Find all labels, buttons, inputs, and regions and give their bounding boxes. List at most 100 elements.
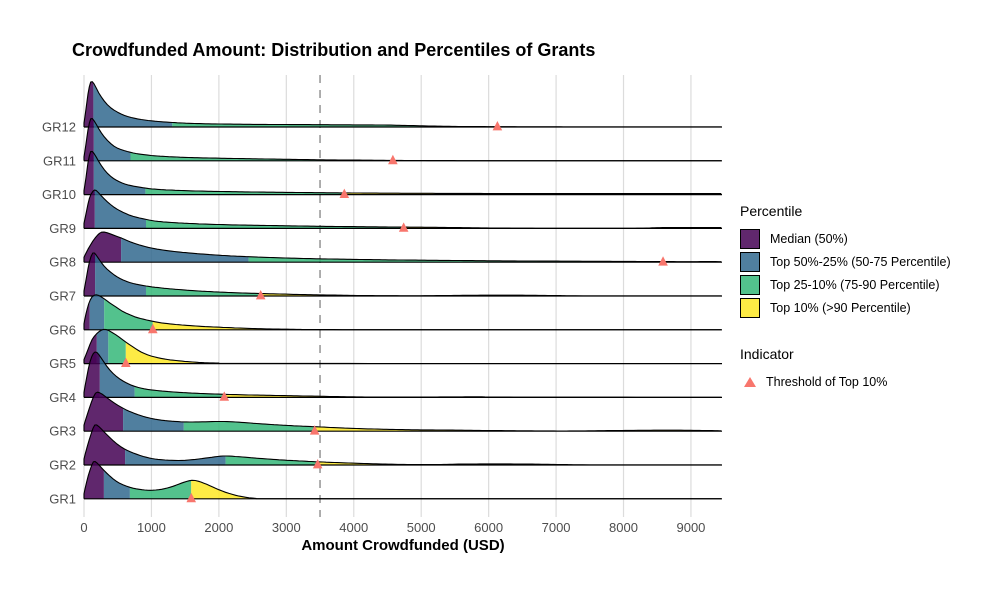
p50-75-swatch-icon [740, 252, 760, 272]
x-tick-label-3000: 3000 [272, 520, 301, 535]
y-axis-label-GR7: GR7 [49, 289, 76, 304]
ridge-fill-GR5-seg2 [108, 330, 126, 364]
ridge-fill-GR2-seg2 [225, 456, 318, 465]
legend-item-label: Top 25-10% (75-90 Percentile) [770, 278, 940, 292]
ridge-outline-GR12 [83, 81, 722, 128]
legend-title-percentile: Percentile [740, 203, 803, 219]
ridge-outline-GR9 [83, 189, 722, 229]
threshold-marker-GR8 [658, 256, 668, 266]
y-axis-label-GR5: GR5 [49, 356, 76, 371]
ridge-fill-GR12-seg0 [84, 81, 94, 127]
y-axis-label-GR3: GR3 [49, 424, 76, 439]
x-tick-label-1000: 1000 [137, 520, 166, 535]
legend-item-label: Threshold of Top 10% [766, 375, 888, 389]
threshold-marker-GR6 [147, 323, 158, 334]
threshold-marker-GR10 [339, 188, 350, 198]
ridge-outline-GR11 [83, 118, 722, 162]
median-swatch-icon [740, 229, 760, 249]
x-tick-label-8000: 8000 [609, 520, 638, 535]
legend-title-indicator: Indicator [740, 346, 794, 362]
legend-item-label: Top 10% (>90 Percentile) [770, 301, 911, 315]
legend-item-threshold: Threshold of Top 10% [740, 371, 995, 393]
ridge-fill-GR8-seg2 [248, 256, 663, 263]
y-axis-label-GR2: GR2 [49, 458, 76, 473]
y-axis-label-GR4: GR4 [49, 390, 76, 405]
legend-item-p75-90: Top 25-10% (75-90 Percentile) [740, 274, 995, 296]
ridge-fill-GR4-seg1 [99, 356, 135, 398]
legend-item-median: Median (50%) [740, 228, 995, 250]
x-axis-title: Amount Crowdfunded (USD) [301, 537, 505, 554]
x-tick-label-7000: 7000 [542, 520, 571, 535]
top10-swatch-icon [740, 298, 760, 318]
x-tick-label-9000: 9000 [676, 520, 705, 535]
ridge-outline-GR6 [83, 294, 722, 331]
threshold-triangle-icon [744, 377, 756, 387]
ridge-fill-GR8-seg1 [121, 237, 249, 263]
ridge-outline-GR5 [83, 328, 722, 365]
ridge-fill-GR6-seg3 [152, 321, 722, 330]
ridge-fill-GR7-seg0 [84, 253, 96, 296]
x-tick-label-4000: 4000 [339, 520, 368, 535]
ridge-fill-GR7-seg1 [95, 253, 146, 296]
ridge-fill-GR4-seg2 [134, 386, 225, 398]
threshold-marker-GR7 [255, 290, 266, 300]
y-axis-label-GR9: GR9 [49, 221, 76, 236]
ridge-fill-GR11-seg1 [93, 120, 131, 161]
ridge-fill-GR7-seg2 [146, 286, 261, 296]
ridge-outline-GR4 [83, 351, 722, 398]
ridge-fill-GR9-seg1 [94, 190, 146, 229]
ridge-outline-GR1 [83, 460, 722, 500]
ridge-fill-GR2-seg0 [84, 424, 126, 465]
legend-item-p50-75: Top 50%-25% (50-75 Percentile) [740, 251, 995, 273]
ridge-fill-GR11-seg2 [130, 152, 393, 161]
y-axis-label-GR10: GR10 [42, 187, 76, 202]
ridge-outline-GR10 [83, 150, 722, 195]
ridge-fill-GR10-seg0 [84, 151, 94, 195]
legend-item-top10: Top 10% (>90 Percentile) [740, 297, 995, 319]
ridge-outline-GR3 [83, 391, 722, 432]
threshold-marker-GR4 [219, 391, 230, 401]
y-axis-label-GR1: GR1 [49, 491, 76, 506]
ridge-outline-GR2 [83, 424, 722, 466]
threshold-marker-GR11 [388, 154, 398, 165]
ridge-fill-GR9-seg0 [84, 190, 95, 229]
ridge-outline-GR7 [83, 252, 722, 297]
ridge-fill-GR3-seg0 [84, 392, 124, 432]
x-tick-label-2000: 2000 [204, 520, 233, 535]
threshold-marker-GR2 [312, 459, 323, 469]
x-tick-label-6000: 6000 [474, 520, 503, 535]
ridge-fill-GR4-seg0 [84, 352, 100, 398]
legend: Percentile Median (50%) Top 50%-25% (50-… [740, 203, 995, 394]
x-tick-label-0: 0 [80, 520, 87, 535]
ridge-fill-GR3-seg2 [183, 421, 315, 432]
ridge-fill-GR3-seg1 [123, 408, 184, 432]
ridge-fill-GR9-seg2 [146, 219, 404, 229]
ridge-fill-GR1-seg1 [103, 470, 130, 499]
p75-90-swatch-icon [740, 275, 760, 295]
legend-item-label: Top 50%-25% (50-75 Percentile) [770, 255, 951, 269]
ridge-fill-GR2-seg1 [125, 449, 226, 465]
ridge-fill-GR6-seg1 [89, 294, 105, 330]
ridge-fill-GR1-seg0 [84, 461, 104, 499]
y-axis-label-GR11: GR11 [43, 153, 76, 168]
ridge-outline-GR8 [83, 231, 722, 263]
y-axis-label-GR8: GR8 [49, 255, 76, 270]
y-axis-label-GR6: GR6 [49, 322, 76, 337]
ridge-fill-GR11-seg0 [84, 118, 94, 161]
threshold-marker-GR5 [121, 357, 131, 367]
ridge-fill-GR5-seg3 [125, 342, 722, 364]
chart-title: Crowdfunded Amount: Distribution and Per… [72, 40, 596, 60]
threshold-marker-GR9 [398, 222, 409, 232]
x-tick-label-5000: 5000 [407, 520, 436, 535]
ridge-fill-GR6-seg0 [84, 301, 90, 330]
ridge-fill-GR1-seg3 [191, 480, 722, 499]
threshold-marker-GR3 [309, 425, 320, 435]
threshold-marker-GR12 [492, 121, 503, 131]
y-axis-label-GR12: GR12 [42, 120, 76, 135]
threshold-marker-GR1 [186, 492, 197, 503]
ridge-fill-GR12-seg1 [93, 83, 173, 127]
ridge-fill-GR10-seg1 [93, 153, 146, 195]
legend-item-label: Median (50%) [770, 232, 848, 246]
